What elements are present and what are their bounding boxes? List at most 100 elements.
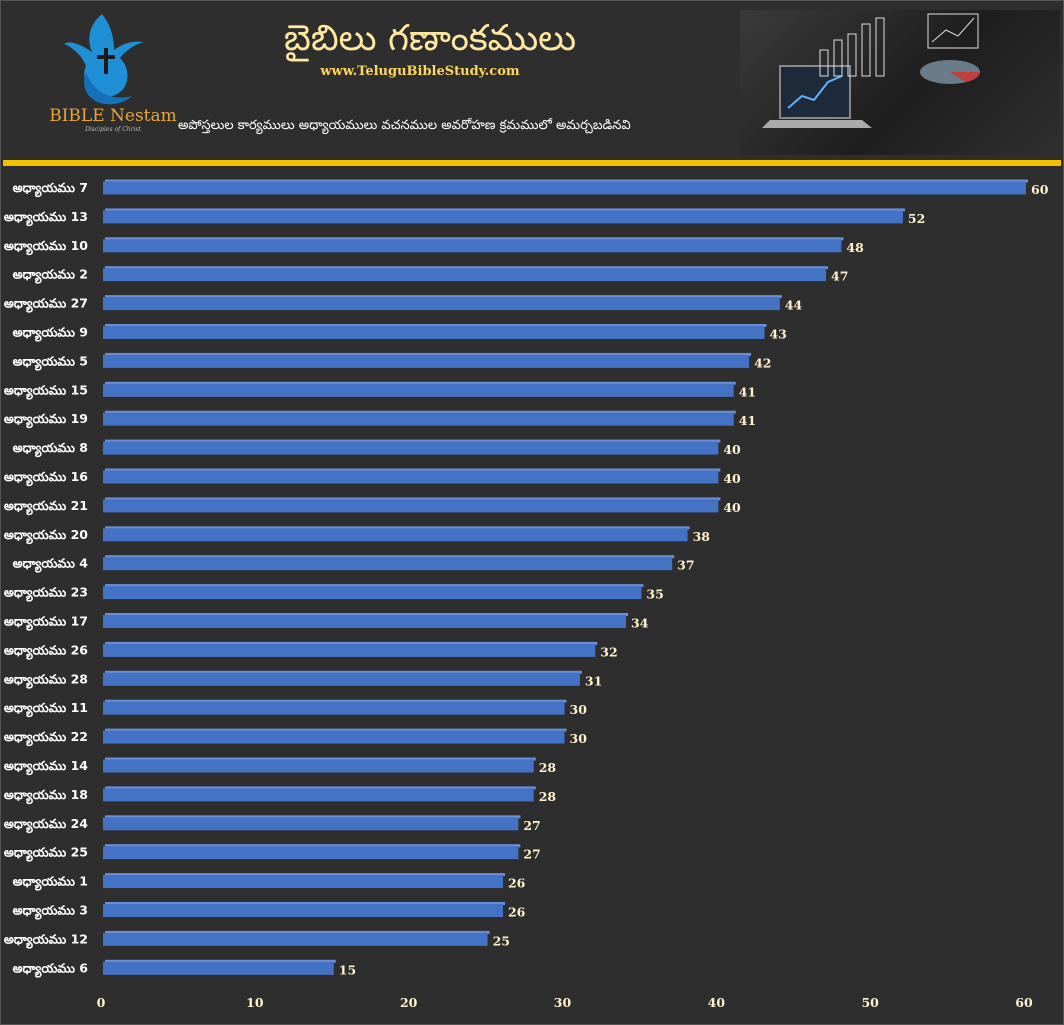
x-tick-label: 30 bbox=[554, 995, 572, 1010]
data-label: 25 bbox=[493, 933, 510, 948]
bar bbox=[103, 210, 903, 224]
bar bbox=[103, 932, 488, 946]
bar bbox=[103, 297, 780, 311]
data-label: 52 bbox=[908, 211, 925, 226]
category-label: అధ్యాయము 23 bbox=[4, 585, 88, 603]
bar-top-shade bbox=[105, 468, 721, 472]
data-label: 35 bbox=[646, 587, 663, 602]
chart-subtitle: అపోస్తలుల కార్యములు అధ్యాయములు వచనముల అవ… bbox=[178, 118, 631, 133]
data-label: 30 bbox=[570, 702, 588, 717]
bar bbox=[103, 499, 719, 513]
bar-top-shade bbox=[105, 873, 505, 877]
category-label: అధ్యాయము 15 bbox=[4, 382, 88, 400]
bar-top-shade bbox=[105, 439, 721, 443]
data-label: 37 bbox=[677, 558, 694, 573]
bar-top-shade bbox=[105, 381, 736, 385]
data-label: 42 bbox=[754, 355, 771, 370]
x-tick-label: 20 bbox=[400, 995, 418, 1010]
bar-top-shade bbox=[105, 930, 490, 934]
category-label: అధ్యాయము 17 bbox=[4, 614, 88, 632]
category-label: అధ్యాయము 9 bbox=[13, 325, 88, 343]
category-label: అధ్యాయము 8 bbox=[13, 440, 88, 458]
category-label: అధ్యాయము 25 bbox=[4, 845, 88, 863]
data-label: 44 bbox=[785, 298, 803, 313]
category-label: అధ్యాయము 13 bbox=[4, 209, 88, 227]
category-label: అధ్యాయము 1 bbox=[13, 874, 88, 892]
bar-top-shade bbox=[105, 324, 767, 327]
category-label: అధ్యాయము 3 bbox=[13, 903, 88, 921]
data-label: 34 bbox=[631, 616, 649, 631]
bar-top-shade bbox=[105, 584, 644, 588]
bar-top-shade bbox=[105, 526, 690, 530]
data-label: 27 bbox=[523, 818, 540, 833]
bar bbox=[103, 383, 734, 397]
logo-text: BIBLE Nestam bbox=[49, 106, 177, 126]
bar bbox=[103, 354, 750, 368]
bar-top-shade bbox=[105, 266, 829, 270]
data-label: 43 bbox=[769, 327, 786, 342]
bar-top-shade bbox=[105, 786, 536, 790]
x-tick-label: 40 bbox=[708, 995, 726, 1010]
x-tick-label: 60 bbox=[1015, 995, 1033, 1010]
category-label: అధ్యాయము 12 bbox=[4, 931, 88, 949]
data-label: 40 bbox=[723, 471, 741, 486]
x-tick-label: 50 bbox=[861, 995, 879, 1010]
bar bbox=[103, 528, 688, 542]
bar bbox=[103, 904, 503, 917]
category-label: అధ్యాయము 14 bbox=[4, 758, 88, 776]
data-label: 47 bbox=[831, 269, 848, 284]
laptop-chart-image bbox=[740, 10, 1060, 155]
bar bbox=[103, 470, 719, 484]
category-label: అధ్యాయము 16 bbox=[4, 469, 88, 487]
data-label: 40 bbox=[723, 442, 741, 457]
bar bbox=[103, 701, 565, 715]
bar bbox=[103, 268, 827, 282]
data-label: 38 bbox=[693, 529, 711, 544]
bar bbox=[103, 961, 334, 975]
data-label: 31 bbox=[585, 673, 602, 688]
data-label: 41 bbox=[739, 384, 756, 399]
header: BIBLE Nestam Disciples of Christ బైబిలు … bbox=[0, 0, 1064, 160]
bar bbox=[103, 846, 519, 860]
category-label: అధ్యాయము 22 bbox=[4, 729, 88, 747]
category-label: అధ్యాయము 11 bbox=[4, 700, 88, 718]
category-label: అధ్యాయము 10 bbox=[4, 238, 88, 256]
x-tick-label: 10 bbox=[246, 995, 264, 1010]
bar bbox=[103, 875, 503, 889]
data-label: 26 bbox=[508, 905, 526, 920]
data-label: 41 bbox=[739, 413, 756, 428]
bar-top-shade bbox=[105, 179, 1028, 183]
bar bbox=[103, 672, 580, 686]
bar bbox=[103, 557, 673, 571]
logo-tagline: Disciples of Christ bbox=[85, 126, 141, 133]
bar bbox=[103, 730, 565, 744]
category-label: అధ్యాయము 21 bbox=[4, 498, 88, 516]
category-label: అధ్యాయము 28 bbox=[4, 671, 88, 689]
bar-top-shade bbox=[105, 237, 844, 241]
category-label: అధ్యాయము 27 bbox=[4, 296, 88, 314]
data-label: 32 bbox=[600, 644, 617, 659]
bar-top-shade bbox=[105, 815, 521, 819]
bar bbox=[103, 643, 596, 657]
bar bbox=[103, 788, 534, 802]
bar-top-shade bbox=[105, 613, 629, 616]
category-label: అధ్యాయము 19 bbox=[4, 411, 88, 429]
page-title: బైబిలు గణాంకములు bbox=[283, 18, 577, 59]
category-label: అధ్యాయము 5 bbox=[13, 353, 88, 371]
category-label: అధ్యాయము 4 bbox=[13, 556, 89, 574]
bar-top-shade bbox=[105, 699, 567, 703]
bar-top-shade bbox=[105, 902, 505, 905]
website-link[interactable]: www.TeluguBibleStudy.com bbox=[320, 64, 520, 79]
bar bbox=[103, 441, 719, 455]
data-label: 27 bbox=[523, 847, 540, 862]
data-label: 28 bbox=[539, 789, 557, 804]
bar bbox=[103, 586, 642, 600]
bar-top-shade bbox=[105, 641, 598, 645]
bar-top-shade bbox=[105, 208, 905, 212]
bar bbox=[103, 615, 627, 628]
data-label: 48 bbox=[846, 240, 864, 255]
data-label: 40 bbox=[723, 500, 741, 515]
bar bbox=[103, 239, 842, 253]
category-label: అధ్యాయము 24 bbox=[4, 816, 88, 834]
category-label: అధ్యాయము 7 bbox=[13, 180, 88, 198]
